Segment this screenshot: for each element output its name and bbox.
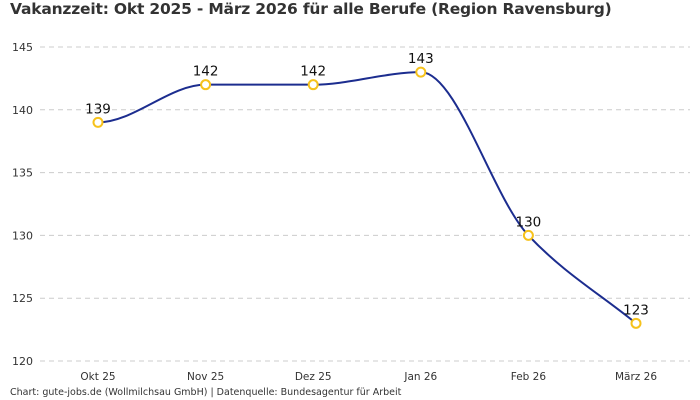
data-label: 142 xyxy=(300,64,326,80)
x-tick-label: Okt 25 xyxy=(80,371,115,383)
data-point xyxy=(200,79,212,91)
x-tick-label: Jan 26 xyxy=(403,371,437,383)
y-tick-label: 120 xyxy=(12,355,33,368)
y-tick-label: 145 xyxy=(12,41,33,54)
data-label: 123 xyxy=(623,302,649,318)
x-tick-label: Feb 26 xyxy=(511,371,547,383)
data-point xyxy=(92,116,104,128)
data-label: 139 xyxy=(85,101,111,117)
data-point xyxy=(307,79,319,91)
x-tick-label: Dez 25 xyxy=(295,371,332,383)
x-tick-label: Nov 25 xyxy=(187,371,224,383)
y-tick-label: 130 xyxy=(12,229,33,242)
data-label: 142 xyxy=(193,64,219,80)
chart-title: Vakanzzeit: Okt 2025 - März 2026 für all… xyxy=(10,0,612,18)
y-tick-label: 125 xyxy=(12,292,33,305)
data-point xyxy=(522,229,534,241)
data-label: 143 xyxy=(408,51,434,67)
y-tick-label: 140 xyxy=(12,104,33,117)
series-line xyxy=(97,71,637,325)
x-tick-label: März 26 xyxy=(615,371,657,383)
chart-source-footer: Chart: gute-jobs.de (Wollmilchsau GmbH) … xyxy=(10,387,402,398)
data-point xyxy=(630,317,642,329)
data-label: 130 xyxy=(516,214,542,230)
data-point xyxy=(415,66,427,78)
y-tick-label: 135 xyxy=(12,167,33,180)
